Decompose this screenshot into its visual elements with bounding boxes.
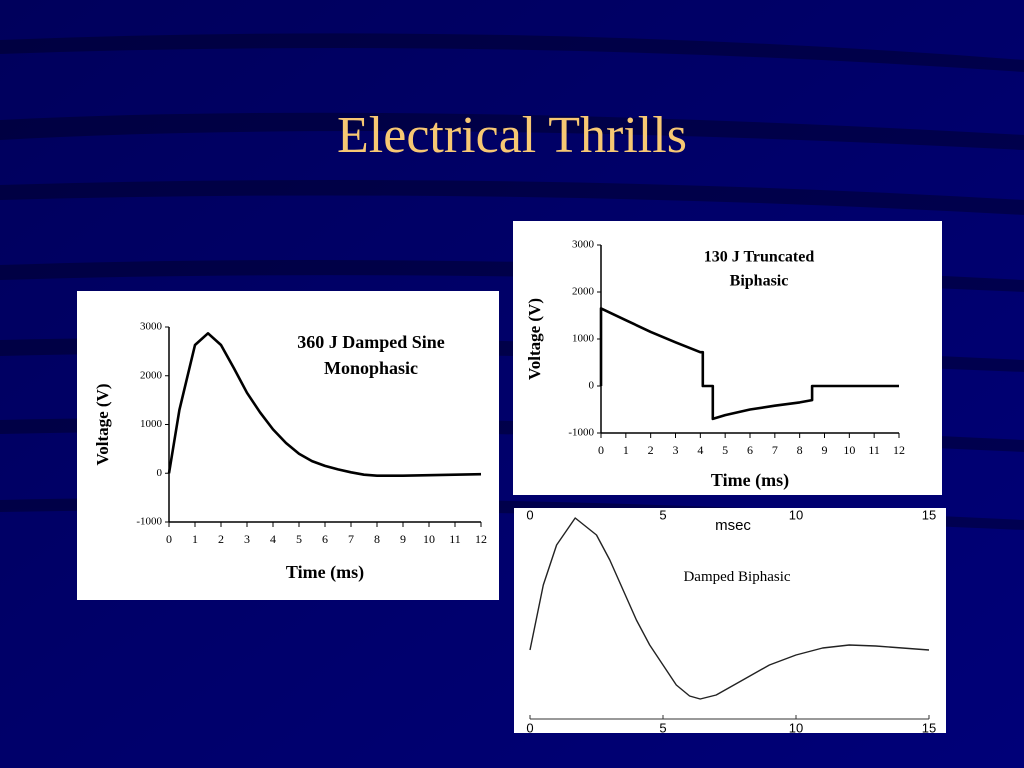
y-tick-label: 3000 [140, 321, 163, 333]
x-tick-label: 5 [296, 532, 302, 546]
x-tick-label: 3 [673, 443, 679, 457]
annotation: Damped Biphasic [683, 569, 790, 585]
x-tick-label-top: 0 [526, 507, 533, 522]
x-axis-label: msec [715, 517, 751, 534]
x-tick-label-top: 15 [922, 507, 936, 522]
chart-title: 360 J Damped Sine [297, 332, 445, 352]
x-tick-label: 10 [843, 443, 855, 457]
x-tick-label: 2 [218, 532, 224, 546]
chart-panel [514, 508, 946, 733]
line-series [529, 517, 930, 700]
y-tick-label: 1000 [140, 418, 163, 430]
y-tick-label: 2000 [140, 369, 163, 381]
x-tick-label: 4 [270, 532, 276, 546]
y-axis-label: Voltage (V) [525, 298, 544, 380]
x-tick-label: 11 [449, 532, 461, 546]
x-tick-label: 6 [322, 532, 328, 546]
x-tick-label-top: 10 [789, 507, 803, 522]
x-tick-label: 0 [166, 532, 172, 546]
x-tick-label: 0 [598, 443, 604, 457]
x-tick-label: 3 [244, 532, 250, 546]
x-tick-label: 9 [822, 443, 828, 457]
x-axis-label: Time (ms) [286, 562, 364, 583]
y-tick-label: 2000 [572, 286, 595, 298]
y-tick-label: 0 [589, 380, 595, 392]
y-tick-label: -1000 [136, 516, 162, 528]
chart-title: Biphasic [730, 272, 789, 289]
line-series [599, 307, 899, 421]
x-tick-label: 11 [868, 443, 880, 457]
x-tick-label: 1 [623, 443, 629, 457]
x-tick-label: 5 [722, 443, 728, 457]
x-tick-label: 5 [659, 720, 666, 735]
x-tick-label-top: 5 [659, 507, 666, 522]
y-tick-label: 1000 [572, 333, 595, 345]
x-axis-label: Time (ms) [711, 470, 789, 491]
chart-title: Monophasic [324, 358, 418, 378]
x-tick-label: 2 [648, 443, 654, 457]
x-tick-label: 9 [400, 532, 406, 546]
y-tick-label: -1000 [568, 427, 594, 439]
chart-title: 130 J Truncated [704, 248, 815, 265]
x-tick-label: 10 [789, 720, 803, 735]
y-tick-label: 0 [157, 467, 163, 479]
slide-title: Electrical Thrills [337, 107, 687, 164]
x-tick-label: 6 [747, 443, 753, 457]
line-series [167, 332, 482, 477]
x-tick-label: 1 [192, 532, 198, 546]
y-axis-label: Voltage (V) [93, 384, 112, 466]
x-tick-label: 15 [922, 720, 936, 735]
y-tick-label: 3000 [572, 239, 595, 251]
x-tick-label: 0 [526, 720, 533, 735]
x-tick-label: 8 [797, 443, 803, 457]
x-tick-label: 12 [475, 532, 487, 546]
x-tick-label: 8 [374, 532, 380, 546]
x-tick-label: 7 [772, 443, 778, 457]
x-tick-label: 12 [893, 443, 905, 457]
chart-panel [513, 221, 942, 495]
x-tick-label: 4 [697, 443, 703, 457]
x-tick-label: 10 [423, 532, 435, 546]
x-tick-label: 7 [348, 532, 354, 546]
